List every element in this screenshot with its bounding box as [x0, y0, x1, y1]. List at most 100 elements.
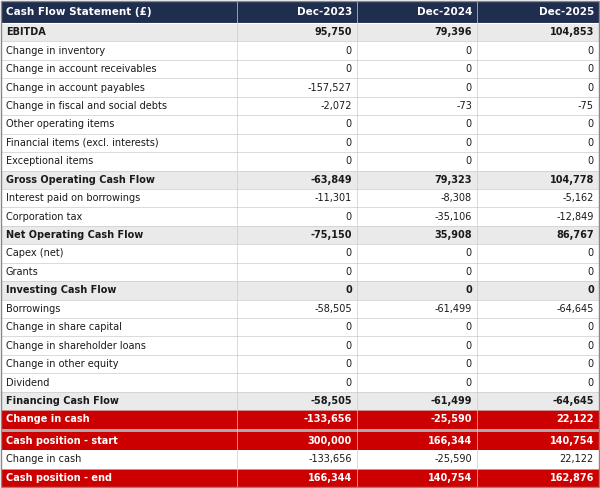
Bar — [1, 170, 237, 189]
Text: Borrowings: Borrowings — [6, 304, 61, 314]
Bar — [237, 170, 357, 189]
Text: 95,750: 95,750 — [314, 27, 352, 37]
Text: 0: 0 — [345, 285, 352, 295]
Bar — [237, 263, 357, 281]
Bar — [477, 468, 599, 487]
Bar — [357, 189, 477, 207]
Text: 0: 0 — [466, 341, 472, 351]
Text: 0: 0 — [466, 248, 472, 259]
Text: 0: 0 — [588, 248, 594, 259]
Bar — [477, 450, 599, 468]
Bar — [357, 170, 477, 189]
Text: Cash position - start: Cash position - start — [6, 436, 118, 446]
Bar — [1, 152, 237, 170]
Text: -75,150: -75,150 — [311, 230, 352, 240]
Text: 0: 0 — [346, 46, 352, 56]
Bar — [357, 468, 477, 487]
Text: 0: 0 — [346, 138, 352, 148]
Bar — [477, 226, 599, 244]
Text: 0: 0 — [346, 267, 352, 277]
Bar — [477, 410, 599, 428]
Bar — [1, 115, 237, 134]
Bar — [237, 337, 357, 355]
Bar — [477, 300, 599, 318]
Bar — [477, 97, 599, 115]
Text: -133,656: -133,656 — [304, 414, 352, 425]
Bar — [357, 410, 477, 428]
Bar — [1, 189, 237, 207]
Bar — [237, 78, 357, 97]
Bar — [357, 392, 477, 410]
Bar — [477, 244, 599, 263]
Text: 0: 0 — [466, 378, 472, 387]
Bar — [237, 450, 357, 468]
Bar — [237, 468, 357, 487]
Text: 86,767: 86,767 — [556, 230, 594, 240]
Text: 140,754: 140,754 — [428, 473, 472, 483]
Text: 0: 0 — [466, 359, 472, 369]
Bar — [477, 355, 599, 373]
Text: Grants: Grants — [6, 267, 39, 277]
Bar — [477, 337, 599, 355]
Text: 0: 0 — [346, 120, 352, 129]
Bar — [1, 23, 237, 41]
Bar — [237, 152, 357, 170]
Bar — [1, 41, 237, 60]
Bar — [237, 244, 357, 263]
Bar — [237, 60, 357, 78]
Text: Change in account receivables: Change in account receivables — [6, 64, 157, 74]
Bar — [357, 78, 477, 97]
Bar — [1, 60, 237, 78]
Bar — [1, 244, 237, 263]
Text: Change in fiscal and social debts: Change in fiscal and social debts — [6, 101, 167, 111]
Bar — [477, 78, 599, 97]
Text: Cash Flow Statement (£): Cash Flow Statement (£) — [6, 7, 152, 17]
Text: Investing Cash Flow: Investing Cash Flow — [6, 285, 116, 295]
Bar — [1, 78, 237, 97]
Bar — [1, 97, 237, 115]
Text: 0: 0 — [466, 46, 472, 56]
Text: 104,853: 104,853 — [550, 27, 594, 37]
Bar — [1, 300, 237, 318]
Bar — [477, 115, 599, 134]
Bar — [477, 152, 599, 170]
Text: 104,778: 104,778 — [550, 175, 594, 185]
Text: 162,876: 162,876 — [550, 473, 594, 483]
Bar — [357, 337, 477, 355]
Text: -61,499: -61,499 — [435, 304, 472, 314]
Bar — [477, 23, 599, 41]
Text: 0: 0 — [588, 341, 594, 351]
Bar — [237, 207, 357, 226]
Bar — [357, 60, 477, 78]
Text: 0: 0 — [346, 212, 352, 222]
Text: Change in shareholder loans: Change in shareholder loans — [6, 341, 146, 351]
Text: 0: 0 — [466, 120, 472, 129]
Text: -157,527: -157,527 — [308, 82, 352, 93]
Text: Cash position - end: Cash position - end — [6, 473, 112, 483]
Text: 0: 0 — [346, 359, 352, 369]
Bar — [237, 410, 357, 428]
Text: -35,106: -35,106 — [434, 212, 472, 222]
Bar — [477, 373, 599, 392]
Text: -61,499: -61,499 — [431, 396, 472, 406]
Bar — [1, 318, 237, 337]
Bar — [477, 318, 599, 337]
Bar — [237, 97, 357, 115]
Bar — [477, 263, 599, 281]
Bar — [1, 428, 599, 432]
Text: Interest paid on borrowings: Interest paid on borrowings — [6, 193, 140, 203]
Bar — [477, 170, 599, 189]
Text: Change in inventory: Change in inventory — [6, 46, 105, 56]
Bar — [1, 355, 237, 373]
Bar — [357, 432, 477, 450]
Bar — [1, 134, 237, 152]
Bar — [357, 134, 477, 152]
Text: 0: 0 — [466, 322, 472, 332]
Text: 0: 0 — [588, 138, 594, 148]
Text: 0: 0 — [466, 156, 472, 166]
Text: 0: 0 — [588, 359, 594, 369]
Text: Dividend: Dividend — [6, 378, 49, 387]
Text: 0: 0 — [346, 341, 352, 351]
Text: 0: 0 — [346, 156, 352, 166]
Bar — [357, 281, 477, 300]
